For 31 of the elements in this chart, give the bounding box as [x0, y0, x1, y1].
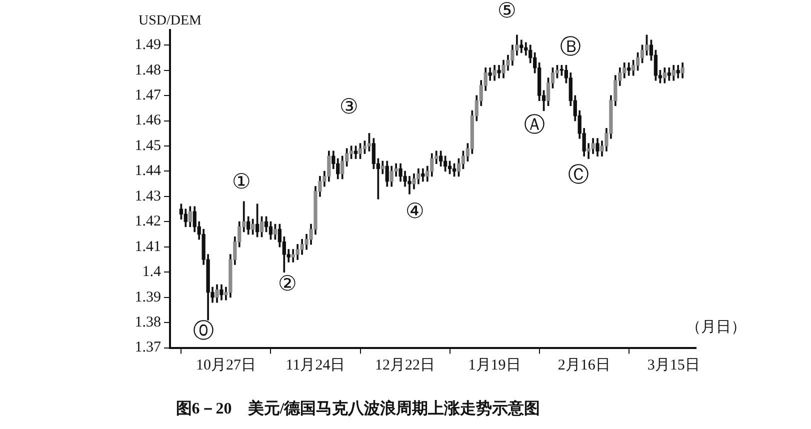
annotation: ④ — [406, 198, 425, 223]
y-tick-label: 1.44 — [134, 163, 162, 180]
y-tick-label: 1.48 — [134, 62, 161, 78]
x-tick-label: 11月24日 — [286, 358, 346, 374]
y-tick-label: 1.46 — [134, 112, 162, 129]
text: 图6－20 美元/德国马克八波浪周期上涨走势示意图 — [176, 398, 540, 418]
annotation: Ⓒ — [568, 162, 590, 186]
y-tick-label: 1.47 — [134, 88, 162, 104]
x-tick-label: 2月16日 — [558, 358, 610, 374]
annotation: ③ — [339, 94, 358, 119]
annotation: ① — [232, 170, 252, 194]
x-tick-label: 10月27日 — [196, 358, 256, 374]
y-tick-label: 1.4 — [142, 264, 162, 280]
y-axis-title: USD/DEM — [138, 14, 202, 29]
y-tick-label: 1.42 — [134, 214, 161, 230]
y-tick-label: 1.45 — [134, 138, 161, 154]
y-tick-label: 1.43 — [134, 188, 161, 204]
x-tick-label: 3月15日 — [647, 358, 700, 374]
x-tick-label: 1月19日 — [468, 358, 521, 374]
annotation: Ⓑ — [560, 34, 581, 58]
x-axis-title: （月日） — [686, 320, 746, 336]
annotation: ② — [278, 272, 297, 296]
y-tick-label: 1.38 — [134, 314, 161, 331]
annotation: Ⓐ — [524, 112, 546, 136]
y-tick-label: 1.49 — [134, 37, 161, 54]
x-tick-label: 12月22日 — [375, 358, 436, 374]
y-tick-label: 1.41 — [134, 238, 161, 255]
annotation: ⓪ — [193, 318, 214, 343]
y-tick-label: 1.37 — [134, 340, 162, 356]
y-tick-label: 1.39 — [134, 289, 161, 306]
text: ⑤ — [498, 0, 517, 23]
